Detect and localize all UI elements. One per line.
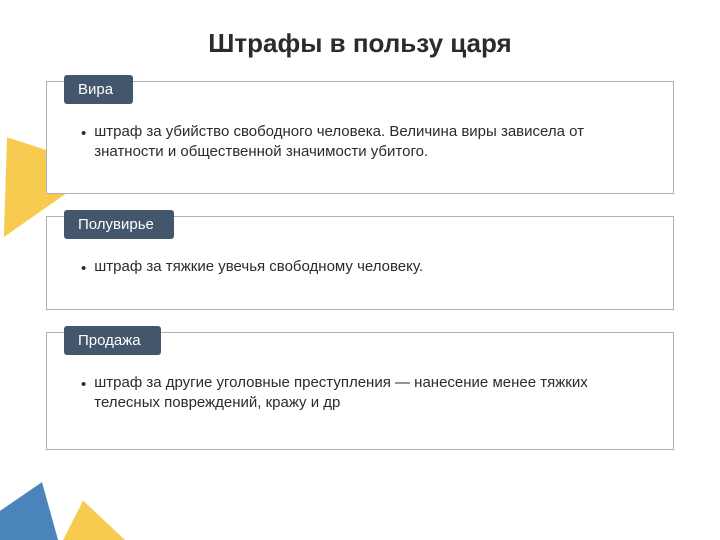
bullet-text: штраф за убийство свободного человека. В…: [94, 122, 647, 163]
bullet-item: • штраф за тяжкие увечья свободному чело…: [81, 257, 647, 279]
bullet-item: • штраф за другие уголовные преступления…: [81, 373, 647, 414]
info-block-body: • штраф за убийство свободного человека.…: [46, 81, 674, 194]
slide-title: Штрафы в пользу царя: [46, 28, 674, 59]
bullet-icon: •: [81, 259, 86, 279]
bullet-text: штраф за тяжкие увечья свободному челове…: [94, 257, 647, 277]
info-block-vira: • штраф за убийство свободного человека.…: [46, 81, 674, 194]
slide-container: Штрафы в пользу царя • штраф за убийство…: [0, 0, 720, 540]
info-block-header: Вира: [64, 75, 133, 104]
info-block-prodazha: • штраф за другие уголовные преступления…: [46, 332, 674, 450]
bullet-icon: •: [81, 375, 86, 395]
info-block-header: Продажа: [64, 326, 161, 355]
bullet-icon: •: [81, 124, 86, 144]
info-block-header: Полувирье: [64, 210, 174, 239]
info-block-poluvirie: • штраф за тяжкие увечья свободному чело…: [46, 216, 674, 310]
bullet-text: штраф за другие уголовные преступления —…: [94, 373, 647, 414]
bullet-item: • штраф за убийство свободного человека.…: [81, 122, 647, 163]
